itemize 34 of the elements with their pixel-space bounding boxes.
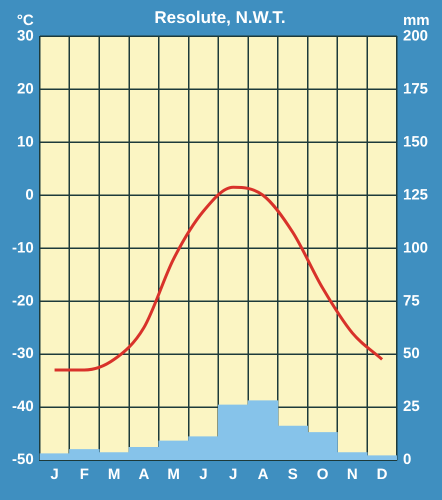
y-tick-label: -50 [12,451,34,468]
y-tick-label: 10 [16,133,34,150]
y-tick-label: -10 [12,239,34,256]
y2-tick-label: 150 [402,133,428,150]
y2-tick-label: 200 [402,28,428,45]
y2-tick-label: 75 [402,292,420,310]
y2-tick-label: 0 [402,451,412,468]
x-tick-label: A [138,466,150,484]
y-tick-label: -20 [12,292,34,310]
chart-title: Resolute, N.W.T. [154,8,286,27]
x-tick-label: J [50,466,59,484]
x-tick-label: J [229,466,238,484]
y-axis-title: °C [16,12,34,30]
x-tick-label: N [346,466,358,484]
x-tick-label: J [199,466,208,484]
x-tick-label: A [258,466,269,484]
y-tick-label: -30 [12,345,34,362]
x-tick-label: M [108,466,120,484]
y2-tick-label: 125 [402,186,428,204]
line-series [53,186,384,372]
y2-tick-label: 100 [402,239,428,256]
x-tick-label: F [80,466,89,484]
y-tick-label: 20 [16,80,34,98]
x-tick-label: O [316,466,329,484]
x-tick-label: S [288,466,298,484]
y-tick-label: 0 [25,186,34,204]
y-tick-label: 30 [16,28,34,45]
y-tick-label: -40 [12,398,34,416]
y2-tick-label: 175 [402,80,428,98]
y2-axis-title: mm [402,12,430,30]
x-tick-label: D [376,466,388,484]
y2-tick-label: 25 [402,398,420,416]
y2-tick-label: 50 [402,345,420,362]
x-tick-label: M [167,466,180,484]
